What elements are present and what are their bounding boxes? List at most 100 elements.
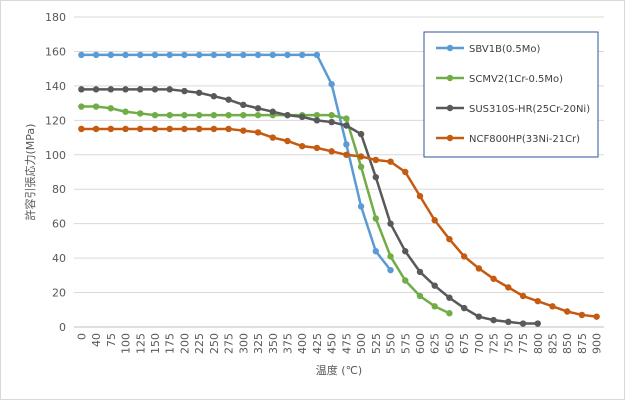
data-point bbox=[92, 86, 100, 93]
data-point bbox=[357, 203, 365, 210]
data-point bbox=[357, 153, 365, 160]
data-point bbox=[92, 51, 100, 59]
data-point bbox=[534, 320, 541, 327]
data-point bbox=[549, 303, 556, 310]
x-tick-label: 40 bbox=[90, 333, 103, 347]
y-tick-label: 0 bbox=[59, 321, 66, 334]
x-tick-label: 400 bbox=[296, 333, 309, 354]
data-point bbox=[210, 93, 218, 100]
data-point bbox=[92, 125, 100, 133]
legend: SBV1B(0.5Mo) SCMV2(1Cr-0.5Mo) SUS310S-HR(2… bbox=[423, 31, 599, 158]
data-point bbox=[357, 163, 365, 171]
legend-swatch-marker bbox=[446, 104, 454, 112]
x-tick-label: 475 bbox=[340, 333, 353, 354]
data-point bbox=[372, 248, 380, 255]
legend-entry: SUS310S-HR(25Cr-20Ni) bbox=[436, 104, 590, 115]
data-point bbox=[240, 51, 247, 59]
x-axis-title: 温度 (℃) bbox=[316, 363, 362, 377]
x-tick-label: 425 bbox=[311, 333, 324, 354]
data-point bbox=[151, 125, 159, 133]
x-tick-label: 325 bbox=[252, 333, 265, 354]
legend-label: NCF800HP(33Ni-21Cr) bbox=[469, 134, 580, 145]
data-point bbox=[240, 101, 247, 109]
series-line bbox=[81, 53, 392, 271]
y-tick-label: 20 bbox=[52, 287, 66, 300]
data-point bbox=[343, 115, 350, 122]
x-tick-label: 75 bbox=[105, 333, 118, 347]
data-point bbox=[225, 125, 232, 133]
data-point bbox=[402, 248, 409, 255]
data-point bbox=[181, 125, 188, 133]
x-tick-label: 725 bbox=[488, 333, 501, 354]
legend-label: SUS310S-HR(25Cr-20Ni) bbox=[469, 104, 590, 115]
data-point bbox=[298, 113, 306, 121]
data-point bbox=[269, 108, 276, 115]
data-point bbox=[78, 51, 85, 59]
y-tick-label: 60 bbox=[52, 218, 66, 231]
data-point bbox=[107, 86, 115, 93]
x-tick-label: 375 bbox=[281, 333, 294, 354]
legend-entry: SCMV2(1Cr-0.5Mo) bbox=[436, 74, 563, 85]
data-point bbox=[166, 125, 173, 133]
data-point bbox=[578, 311, 586, 319]
data-point bbox=[92, 103, 100, 110]
x-tick-label: 0 bbox=[75, 333, 88, 340]
data-point bbox=[166, 51, 173, 59]
data-point bbox=[328, 148, 335, 155]
x-tick-label: 825 bbox=[546, 333, 559, 354]
series-1 bbox=[78, 103, 453, 317]
data-point bbox=[269, 134, 276, 141]
data-point bbox=[122, 51, 129, 59]
data-point bbox=[210, 51, 218, 59]
legend-swatch-marker bbox=[446, 44, 454, 52]
data-point bbox=[137, 51, 144, 59]
data-point bbox=[137, 125, 144, 133]
legend-box bbox=[423, 31, 599, 158]
data-point bbox=[357, 130, 365, 138]
data-point bbox=[210, 111, 218, 119]
data-point bbox=[166, 86, 173, 93]
x-tick-label: 700 bbox=[473, 333, 486, 354]
data-point bbox=[343, 141, 350, 148]
x-tick-label: 450 bbox=[326, 333, 339, 354]
data-point bbox=[122, 125, 129, 133]
data-point bbox=[505, 318, 512, 326]
data-point bbox=[122, 108, 129, 115]
data-point bbox=[387, 220, 394, 227]
x-tick-labels: 0 40 75 100 125 150 175 200 225 250 275 300 325 350 37… bbox=[75, 333, 603, 354]
x-tick-label: 300 bbox=[237, 333, 250, 354]
data-point bbox=[402, 168, 409, 176]
data-point bbox=[181, 87, 188, 95]
x-tick-label: 875 bbox=[576, 333, 589, 354]
data-point bbox=[372, 173, 380, 181]
x-tick-label: 275 bbox=[223, 333, 236, 354]
data-point bbox=[490, 316, 497, 324]
data-point bbox=[328, 118, 335, 126]
legend-swatch-marker bbox=[446, 134, 454, 142]
data-point bbox=[446, 294, 453, 301]
data-point bbox=[313, 111, 321, 119]
data-point bbox=[446, 235, 453, 243]
data-point bbox=[298, 142, 306, 150]
data-point bbox=[328, 80, 335, 88]
data-point bbox=[372, 215, 380, 222]
x-tick-label: 225 bbox=[193, 333, 206, 354]
data-point bbox=[431, 217, 438, 224]
legend-entry: SBV1B(0.5Mo) bbox=[436, 44, 541, 55]
x-tick-label: 775 bbox=[517, 333, 530, 354]
series-2 bbox=[78, 86, 541, 327]
x-tick-label: 850 bbox=[561, 333, 574, 354]
data-point bbox=[254, 129, 262, 136]
data-point bbox=[475, 313, 483, 320]
data-point bbox=[225, 111, 232, 119]
y-tick-label: 80 bbox=[52, 183, 66, 196]
data-point bbox=[210, 125, 218, 133]
data-point bbox=[505, 284, 512, 291]
data-point bbox=[402, 277, 409, 284]
data-point bbox=[387, 253, 394, 260]
grid-lines bbox=[74, 16, 604, 328]
x-tick-label: 250 bbox=[208, 333, 221, 354]
data-point bbox=[78, 103, 85, 110]
data-point bbox=[195, 111, 203, 119]
data-point bbox=[431, 303, 438, 310]
